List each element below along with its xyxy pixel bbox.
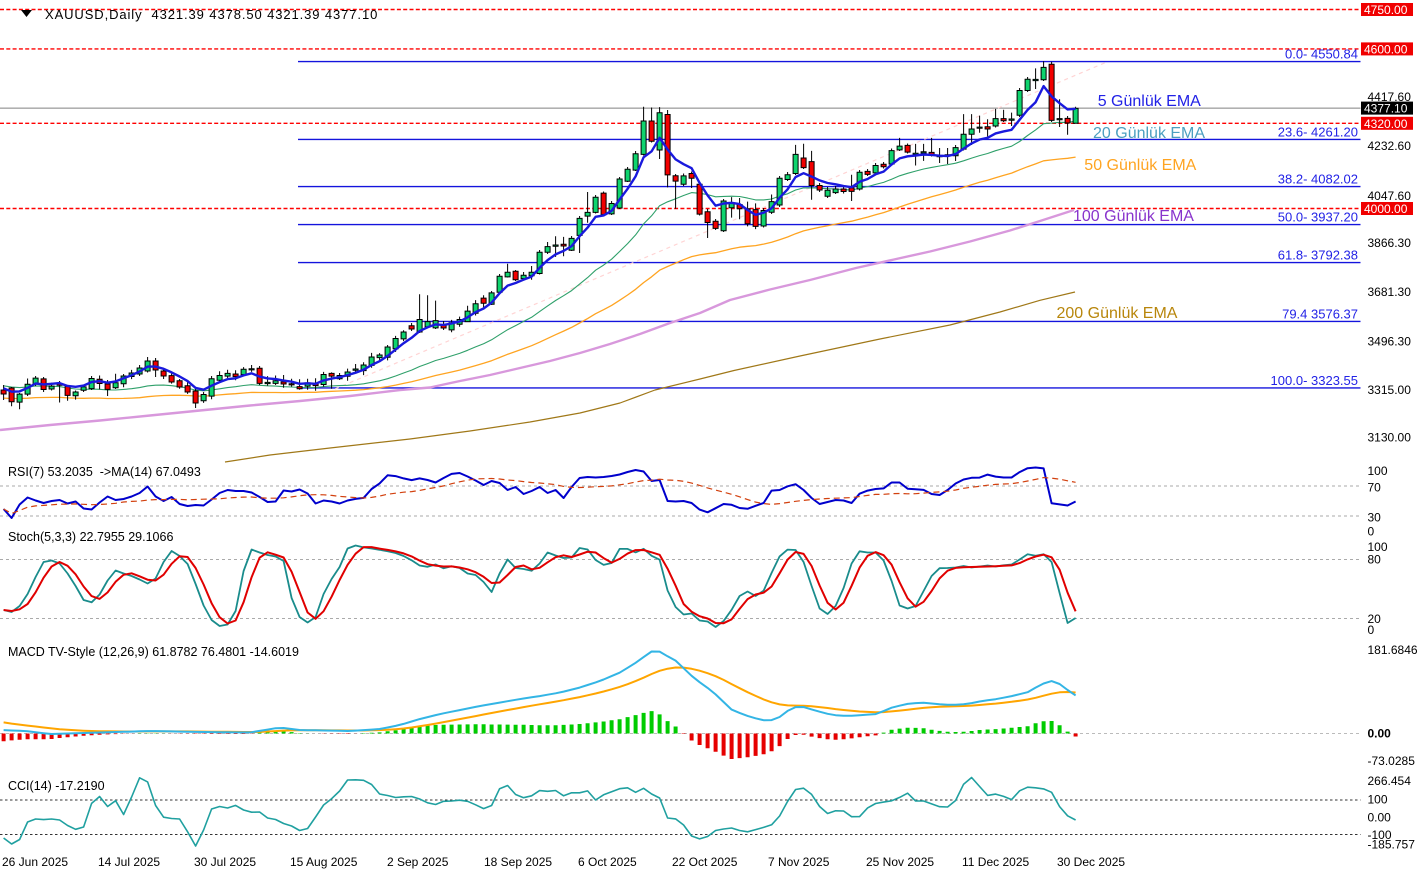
- svg-text:25 Nov 2025: 25 Nov 2025: [866, 855, 934, 869]
- svg-text:CCI(14) -17.2190: CCI(14) -17.2190: [8, 779, 105, 793]
- svg-text:100: 100: [1368, 540, 1388, 554]
- svg-text:100: 100: [1368, 792, 1388, 806]
- svg-text:14 Jul 2025: 14 Jul 2025: [98, 855, 160, 869]
- svg-text:5 Günlük EMA: 5 Günlük EMA: [1098, 93, 1201, 110]
- svg-text:3866.30: 3866.30: [1368, 236, 1412, 250]
- svg-text:100: 100: [1368, 464, 1388, 478]
- svg-text:6 Oct 2025: 6 Oct 2025: [578, 855, 637, 869]
- svg-text:0: 0: [1368, 525, 1375, 539]
- svg-text:30 Dec 2025: 30 Dec 2025: [1057, 855, 1125, 869]
- svg-text:0.0- 4550.84: 0.0- 4550.84: [1285, 47, 1358, 62]
- svg-text:26 Jun 2025: 26 Jun 2025: [2, 855, 68, 869]
- svg-text:2 Sep 2025: 2 Sep 2025: [387, 855, 449, 869]
- svg-text:3315.00: 3315.00: [1368, 383, 1412, 397]
- svg-text:38.2- 4082.02: 38.2- 4082.02: [1278, 172, 1358, 187]
- svg-text:30 Jul 2025: 30 Jul 2025: [194, 855, 256, 869]
- svg-text:0.00: 0.00: [1368, 727, 1392, 741]
- svg-text:200 Günlük EMA: 200 Günlük EMA: [1057, 305, 1178, 322]
- svg-text:20: 20: [1368, 612, 1382, 626]
- svg-text:30: 30: [1368, 510, 1382, 524]
- svg-text:79.4 3576.37: 79.4 3576.37: [1282, 306, 1358, 321]
- svg-text:23.6- 4261.20: 23.6- 4261.20: [1278, 124, 1358, 139]
- svg-text:7 Nov 2025: 7 Nov 2025: [768, 855, 830, 869]
- svg-text:80: 80: [1368, 553, 1382, 567]
- svg-text:50.0- 3937.20: 50.0- 3937.20: [1278, 210, 1358, 225]
- svg-text:18 Sep 2025: 18 Sep 2025: [484, 855, 552, 869]
- svg-text:4320.00: 4320.00: [1364, 117, 1408, 131]
- svg-text:4000.00: 4000.00: [1364, 202, 1408, 216]
- svg-text:0: 0: [1368, 623, 1375, 637]
- svg-text:181.6846: 181.6846: [1368, 643, 1418, 657]
- svg-text:XAUUSD,Daily 4321.39 4378.50: XAUUSD,Daily 4321.39 4378.50 4321.39 437…: [45, 7, 378, 22]
- svg-text:Stoch(5,3,3) 22.7955 29.1066: Stoch(5,3,3) 22.7955 29.1066: [8, 530, 173, 544]
- svg-text:4750.00: 4750.00: [1364, 3, 1408, 17]
- svg-text:50 Günlük EMA: 50 Günlük EMA: [1084, 157, 1196, 174]
- svg-text:RSI(7) 53.2035 ->MA(14) 67.04: RSI(7) 53.2035 ->MA(14) 67.0493: [8, 465, 201, 479]
- svg-text:15 Aug 2025: 15 Aug 2025: [290, 855, 358, 869]
- svg-text:MACD TV-Style (12,26,9) 61.878: MACD TV-Style (12,26,9) 61.8782 76.4801 …: [8, 645, 299, 659]
- svg-text:0.00: 0.00: [1368, 810, 1392, 824]
- svg-text:3130.00: 3130.00: [1368, 431, 1412, 445]
- svg-text:4600.00: 4600.00: [1364, 42, 1408, 56]
- svg-text:100 Günlük EMA: 100 Günlük EMA: [1073, 208, 1194, 225]
- svg-text:3681.30: 3681.30: [1368, 285, 1412, 299]
- svg-text:4047.60: 4047.60: [1368, 189, 1412, 203]
- svg-text:11 Dec 2025: 11 Dec 2025: [962, 855, 1029, 869]
- svg-text:4377.10: 4377.10: [1364, 102, 1408, 116]
- svg-text:-100: -100: [1368, 828, 1392, 842]
- svg-text:20 Günlük EMA: 20 Günlük EMA: [1093, 125, 1205, 142]
- svg-text:-73.0285: -73.0285: [1368, 754, 1416, 768]
- svg-text:3496.30: 3496.30: [1368, 335, 1412, 349]
- svg-text:22 Oct 2025: 22 Oct 2025: [672, 855, 738, 869]
- svg-text:61.8- 3792.38: 61.8- 3792.38: [1278, 248, 1358, 263]
- svg-text:100.0- 3323.55: 100.0- 3323.55: [1271, 373, 1358, 388]
- svg-text:4232.60: 4232.60: [1368, 139, 1412, 153]
- svg-text:70: 70: [1368, 481, 1382, 495]
- svg-text:4417.60: 4417.60: [1368, 90, 1412, 104]
- svg-text:266.454: 266.454: [1368, 774, 1412, 788]
- svg-text:-185.757: -185.757: [1368, 838, 1416, 852]
